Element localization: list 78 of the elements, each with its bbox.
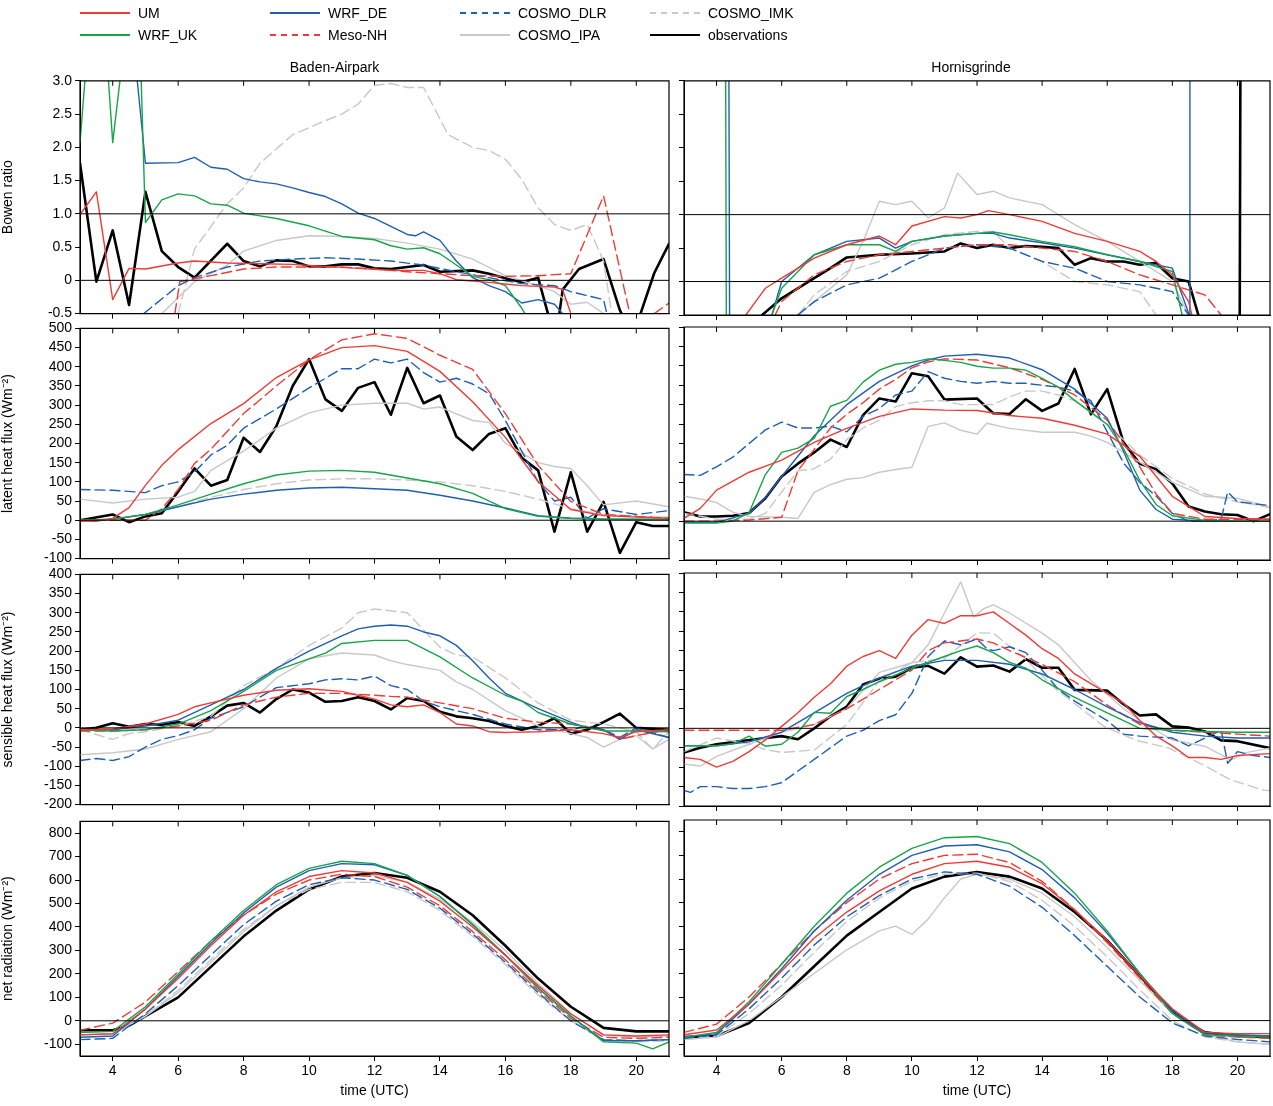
- x-tick-label: 6: [777, 1062, 786, 1079]
- y-tick-label: 1.5: [52, 171, 73, 188]
- x-tick-label: 6: [174, 1062, 183, 1079]
- y-tick-label: 0.5: [52, 237, 73, 254]
- y-axis-title: Bowen ratio: [0, 160, 16, 235]
- legend-label: observations: [708, 27, 788, 43]
- legend-label: WRF_DE: [328, 5, 388, 21]
- y-tick-label: 200: [48, 964, 73, 981]
- x-tick-label: 12: [366, 1062, 383, 1079]
- legend-label: Meso-NH: [328, 27, 388, 43]
- y-tick-label: 200: [48, 434, 73, 451]
- y-tick-label: 300: [48, 941, 73, 958]
- x-tick-label: 4: [108, 1062, 117, 1079]
- y-tick-label: 500: [48, 894, 73, 911]
- y-tick-label: -150: [43, 776, 73, 793]
- chart-title: Hornisgrinde: [931, 59, 1011, 76]
- y-tick-label: 3.0: [52, 71, 73, 88]
- x-tick-label: 8: [842, 1062, 851, 1079]
- y-axis-title: sensible heat flux (Wm⁻²): [0, 611, 16, 768]
- y-tick-label: 0: [64, 1011, 73, 1028]
- x-tick-label: 12: [969, 1062, 985, 1079]
- y-tick-label: 0: [64, 718, 73, 735]
- y-axis-title: latent heat flux (Wm⁻²): [0, 374, 16, 513]
- y-tick-label: 150: [48, 661, 73, 678]
- y-tick-label: 400: [48, 917, 73, 934]
- y-tick-label: -100: [43, 1035, 73, 1052]
- y-tick-label: -100: [43, 549, 73, 566]
- y-tick-label: 2.0: [52, 138, 73, 155]
- x-tick-label: 20: [628, 1062, 645, 1079]
- x-tick-label: 18: [563, 1062, 579, 1079]
- y-tick-label: -50: [51, 530, 73, 547]
- x-tick-label: 20: [1229, 1062, 1246, 1079]
- chart-title: Baden-Airpark: [289, 59, 381, 76]
- y-tick-label: -200: [43, 795, 73, 812]
- y-tick-label: 0: [64, 511, 73, 528]
- y-tick-label: 250: [48, 622, 73, 639]
- y-tick-label: 300: [48, 395, 73, 412]
- y-tick-label: 100: [48, 680, 73, 697]
- y-tick-label: -100: [43, 757, 73, 774]
- y-tick-label: 150: [48, 453, 73, 470]
- x-tick-label: 8: [239, 1062, 248, 1079]
- y-tick-label: 50: [56, 491, 73, 508]
- y-tick-label: 250: [48, 415, 73, 432]
- x-tick-label: 16: [1099, 1062, 1116, 1079]
- x-tick-label: 10: [904, 1062, 920, 1079]
- y-tick-label: 100: [48, 472, 73, 489]
- y-tick-label: 200: [48, 641, 73, 658]
- y-tick-label: 350: [48, 376, 73, 393]
- y-tick-label: 700: [48, 847, 73, 864]
- y-tick-label: 600: [48, 870, 73, 887]
- y-tick-label: 0: [64, 271, 73, 288]
- legend-label: UM: [138, 5, 160, 21]
- y-tick-label: 400: [48, 565, 73, 582]
- y-tick-label: -50: [51, 737, 73, 754]
- y-tick-label: 500: [48, 319, 73, 336]
- legend-label: COSMO_DLR: [518, 5, 607, 21]
- x-tick-label: 14: [1034, 1062, 1051, 1079]
- y-tick-label: 100: [48, 988, 73, 1005]
- y-tick-label: 50: [56, 699, 73, 716]
- legend-label: WRF_UK: [138, 27, 198, 43]
- y-tick-label: 400: [48, 357, 73, 374]
- y-tick-label: 2.5: [52, 104, 73, 121]
- y-tick-label: 300: [48, 603, 73, 620]
- x-axis-title: time (UTC): [942, 1082, 1012, 1099]
- y-tick-label: 800: [48, 823, 73, 840]
- y-axis-title: net radiation (Wm⁻²): [0, 876, 16, 1002]
- x-tick-label: 14: [432, 1062, 448, 1079]
- x-axis-title: time (UTC): [340, 1082, 409, 1099]
- legend-label: COSMO_IPA: [518, 27, 601, 43]
- y-tick-label: -0.5: [47, 304, 73, 321]
- x-tick-label: 16: [497, 1062, 514, 1079]
- x-tick-label: 18: [1164, 1062, 1181, 1079]
- y-tick-label: 1.0: [52, 204, 73, 221]
- y-tick-label: 350: [48, 584, 73, 601]
- x-tick-label: 10: [301, 1062, 318, 1079]
- y-tick-label: 450: [48, 338, 73, 355]
- x-tick-label: 4: [712, 1062, 721, 1079]
- legend-label: COSMO_IMK: [708, 5, 794, 21]
